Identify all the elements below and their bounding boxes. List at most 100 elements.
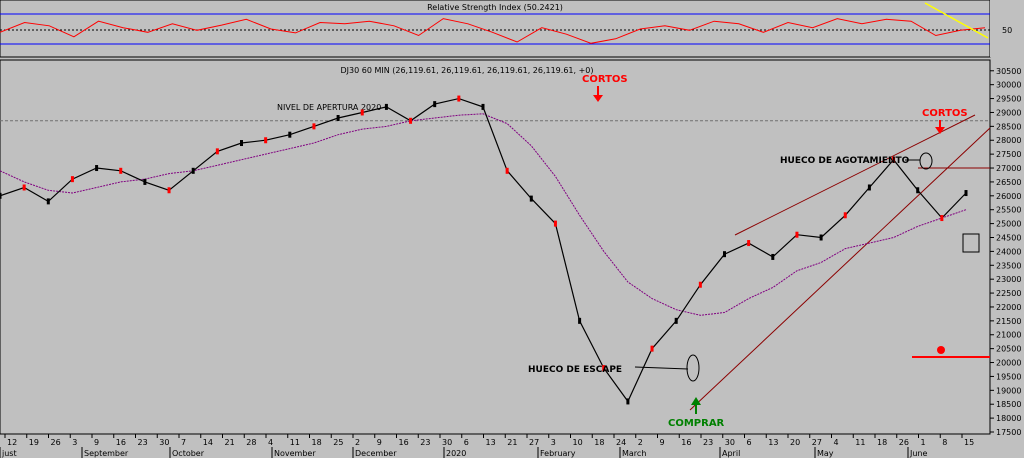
x-tick-label: 21 — [507, 438, 517, 447]
cortos-arrow-1-head — [593, 95, 603, 102]
price-candle — [505, 167, 509, 174]
x-tick-label: 24 — [616, 438, 626, 447]
y-tick-label: 29500 — [996, 95, 1021, 104]
x-tick-label: 27 — [812, 438, 822, 447]
x-tick-label: 3 — [72, 438, 77, 447]
y-tick-label: 22000 — [996, 303, 1021, 312]
x-month-label: September — [84, 449, 129, 458]
x-tick-label: 28 — [246, 438, 256, 447]
price-candle — [626, 398, 630, 405]
y-tick-label: 30000 — [996, 81, 1021, 90]
x-tick-label: 2 — [638, 438, 643, 447]
y-tick-label: 19000 — [996, 386, 1021, 395]
y-tick-label: 24500 — [996, 233, 1021, 242]
upper-trendline — [734, 114, 976, 236]
price-candle — [46, 198, 50, 205]
x-axis: 12 19 26 3 9 16 23 30 7 14 21 28 4 11 18 25 2 9 16 23 30 6 13 2… — [0, 434, 974, 458]
hueco-agotamiento-circle — [919, 152, 933, 170]
rsi-line — [0, 18, 986, 44]
y-tick-label: 28000 — [996, 136, 1021, 145]
price-candle — [119, 167, 123, 174]
y-tick-label: 21500 — [996, 317, 1021, 326]
x-tick-label: 7 — [181, 438, 186, 447]
price-candle — [553, 220, 557, 227]
comprar-label: COMPRAR — [668, 418, 725, 429]
price-candle — [409, 117, 413, 124]
x-tick-label: 10 — [573, 438, 583, 447]
price-candle — [240, 140, 243, 147]
y-tick-label: 27500 — [996, 150, 1021, 159]
x-tick-label: 30 — [442, 438, 452, 447]
price-candle — [771, 253, 775, 260]
x-month-label: just — [1, 449, 17, 458]
y-tick-label: 17500 — [996, 428, 1021, 437]
x-month-label: May — [817, 449, 834, 458]
x-tick-label: 9 — [377, 438, 382, 447]
square-marker — [962, 233, 980, 253]
y-tick-label: 20500 — [996, 345, 1021, 354]
price-candle — [312, 123, 316, 130]
price-candle — [22, 184, 26, 191]
price-candle — [747, 240, 751, 247]
y-tick-label: 24000 — [996, 247, 1021, 256]
x-tick-label: 18 — [312, 438, 322, 447]
x-month-label: October — [172, 449, 205, 458]
y-tick-label: 26000 — [996, 192, 1021, 201]
price-candle — [70, 176, 74, 183]
x-tick-label: 30 — [725, 438, 735, 447]
x-tick-label: 6 — [464, 438, 469, 447]
x-month-label: November — [274, 449, 316, 458]
price-candle — [384, 103, 388, 110]
x-tick-label: 13 — [768, 438, 778, 447]
x-month-label: June — [909, 449, 928, 458]
x-tick-label: 20 — [790, 438, 800, 447]
comprar-arrow-head — [691, 397, 701, 405]
x-tick-label: 16 — [116, 438, 126, 447]
price-candle — [215, 148, 219, 155]
y-tick-label: 18500 — [996, 400, 1021, 409]
y-tick-label: 27000 — [996, 164, 1021, 173]
price-candle — [143, 178, 147, 185]
rsi-trendline — [924, 2, 989, 39]
cortos-label-2: CORTOS — [922, 108, 968, 119]
x-tick-label: 23 — [703, 438, 713, 447]
x-tick-label: 23 — [138, 438, 148, 447]
nivel-apertura-label: NIVEL DE APERTURA 2020 — [277, 103, 381, 112]
x-tick-label: 16 — [399, 438, 409, 447]
price-candle — [0, 192, 2, 199]
x-tick-label: 9 — [94, 438, 99, 447]
cortos-arrow-2-head — [935, 127, 945, 134]
price-candle — [843, 212, 847, 219]
x-tick-label: 6 — [747, 438, 752, 447]
price-candle — [819, 234, 823, 241]
x-tick-label: 27 — [529, 438, 539, 447]
x-tick-label: 30 — [159, 438, 169, 447]
y-tick-label: 25000 — [996, 220, 1021, 229]
x-tick-label: 11 — [855, 438, 865, 447]
x-tick-label: 11 — [290, 438, 300, 447]
lower-trendline — [689, 127, 991, 411]
price-title: DJ30 60 MIN (26,119.61, 26,119.61, 26,11… — [341, 66, 594, 75]
y-tick-label: 19500 — [996, 372, 1021, 381]
y-tick-label: 26500 — [996, 178, 1021, 187]
x-tick-label: 1 — [921, 438, 926, 447]
x-tick-label: 4 — [834, 438, 839, 447]
y-tick-label: 18000 — [996, 414, 1021, 423]
price-candle — [529, 195, 533, 202]
x-month-label: 2020 — [446, 449, 466, 458]
x-month-label: December — [355, 449, 397, 458]
price-candle — [457, 95, 461, 102]
x-tick-label: 15 — [964, 438, 974, 447]
price-candle — [95, 165, 99, 172]
x-tick-label: 13 — [486, 438, 496, 447]
x-tick-label: 9 — [660, 438, 665, 447]
hueco-agotamiento-label: HUECO DE AGOTAMIENTO — [780, 156, 910, 166]
price-y-axis: 30500 30000 29500 29000 28500 28000 27500 27000… — [990, 67, 1021, 437]
x-tick-label: 4 — [268, 438, 273, 447]
x-tick-label: 14 — [203, 438, 213, 447]
x-tick-label: 26 — [51, 438, 61, 447]
x-tick-label: 23 — [420, 438, 430, 447]
price-candle — [650, 345, 654, 352]
rsi-panel — [0, 0, 991, 58]
x-tick-label: 2 — [355, 438, 360, 447]
